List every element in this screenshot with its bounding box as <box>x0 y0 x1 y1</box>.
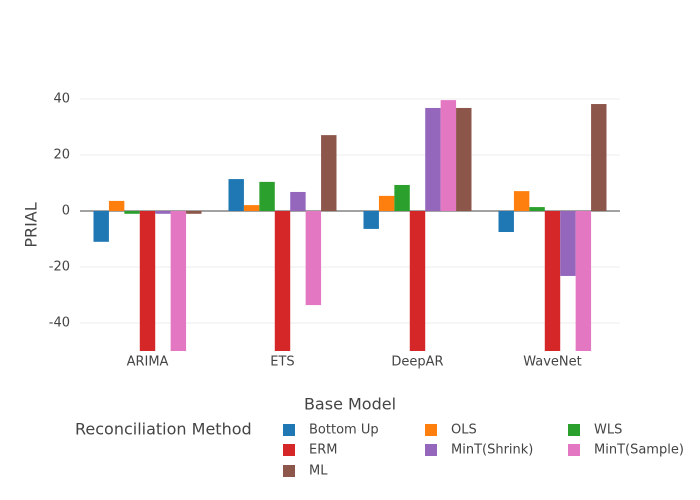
bar <box>186 211 202 214</box>
y-tick-label: -40 <box>49 316 70 331</box>
legend-label[interactable]: Bottom Up <box>309 423 379 438</box>
legend-label[interactable]: WLS <box>594 423 622 438</box>
legend-label[interactable]: ERM <box>309 443 337 458</box>
y-tick-label: -20 <box>49 260 70 275</box>
legend-label[interactable]: ML <box>309 464 328 479</box>
bar <box>274 211 291 351</box>
bar <box>378 195 395 211</box>
bars <box>93 100 607 351</box>
y-tick-label: 40 <box>53 92 70 107</box>
bar <box>513 191 530 211</box>
bar <box>409 211 426 351</box>
bar <box>456 107 472 211</box>
bar <box>290 191 306 211</box>
bar <box>228 179 244 211</box>
bar <box>575 211 592 351</box>
bar <box>124 211 140 214</box>
legend-swatch[interactable] <box>283 465 295 477</box>
bar <box>108 200 125 211</box>
bar <box>529 207 545 211</box>
y-tick-label: 20 <box>53 148 70 163</box>
bar <box>394 184 410 211</box>
x-tick-label: DeepAR <box>391 355 443 370</box>
bar <box>305 211 322 306</box>
legend-swatch[interactable] <box>425 424 437 436</box>
legend-label[interactable]: MinT(Sample) <box>594 443 684 458</box>
bar <box>440 100 457 211</box>
x-axis-title: Base Model <box>304 395 396 414</box>
bar <box>243 205 260 211</box>
bar <box>591 104 607 211</box>
legend-swatch[interactable] <box>425 444 437 456</box>
bar <box>498 211 514 232</box>
legend-swatch[interactable] <box>283 424 295 436</box>
x-tick-label: WaveNet <box>523 355 582 370</box>
bar <box>155 211 171 214</box>
legend-swatch[interactable] <box>568 444 580 456</box>
bar <box>139 211 156 351</box>
bar <box>259 181 275 211</box>
legend-title: Reconciliation Method <box>75 420 252 439</box>
x-tick-label: ETS <box>270 355 294 370</box>
bar <box>321 135 337 211</box>
legend-label[interactable]: MinT(Shrink) <box>451 443 533 458</box>
y-axis-title: PRIAL <box>22 202 41 247</box>
legend: Bottom Up OLS WLS ERM MinT(Shrink) MinT(Sampl… <box>283 423 684 479</box>
legend-label[interactable]: OLS <box>451 423 477 438</box>
legend-swatch[interactable] <box>283 444 295 456</box>
legend-swatch[interactable] <box>568 424 580 436</box>
bar <box>544 211 561 351</box>
bar <box>425 107 441 211</box>
bar <box>170 211 187 351</box>
y-tick-label: 0 <box>62 204 70 219</box>
bar <box>560 211 576 276</box>
x-tick-label: ARIMA <box>127 355 169 370</box>
bar <box>93 211 109 242</box>
bar <box>363 211 379 229</box>
